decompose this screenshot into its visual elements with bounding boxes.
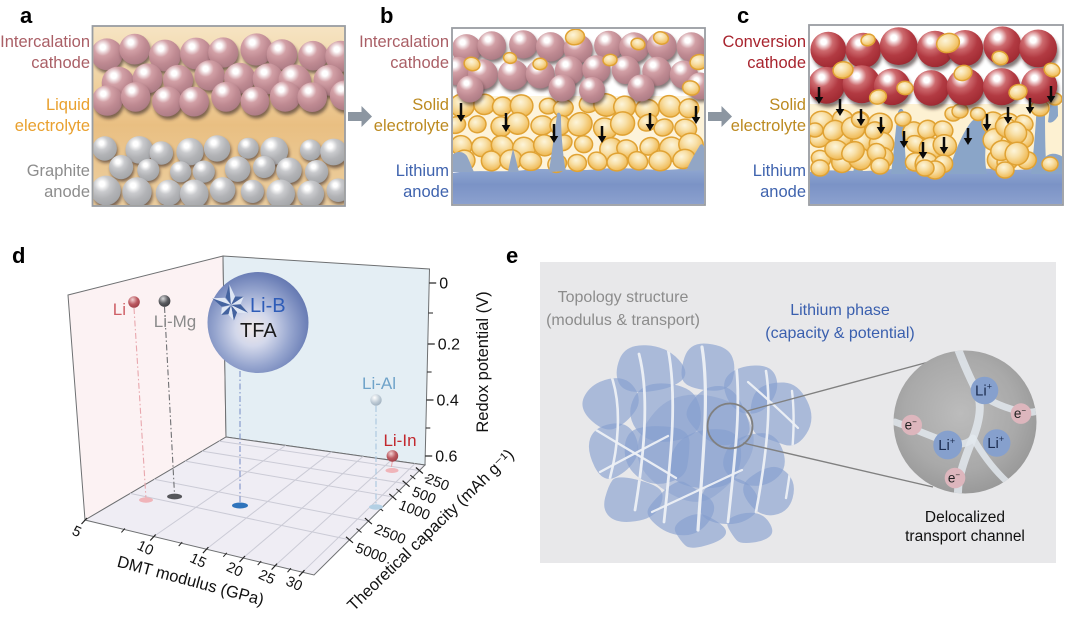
svg-text:anode: anode <box>403 183 449 201</box>
svg-text:Intercalation: Intercalation <box>0 33 90 51</box>
svg-text:electrolyte: electrolyte <box>374 117 449 135</box>
svg-text:Topology structure: Topology structure <box>558 289 689 306</box>
svg-text:c: c <box>737 3 749 28</box>
svg-text:b: b <box>380 3 393 28</box>
svg-text:Li-B: Li-B <box>250 295 286 317</box>
svg-text:anode: anode <box>760 183 806 201</box>
svg-text:anode: anode <box>44 183 90 201</box>
svg-text:25: 25 <box>256 567 277 588</box>
svg-text:Li-Mg: Li-Mg <box>154 312 197 331</box>
svg-text:electrolyte: electrolyte <box>15 117 90 135</box>
svg-text:Lithium phase: Lithium phase <box>790 302 890 319</box>
svg-text:Lithium: Lithium <box>396 162 449 180</box>
svg-text:Delocalized: Delocalized <box>925 509 1005 526</box>
svg-text:0.6: 0.6 <box>435 449 457 466</box>
svg-text:0: 0 <box>439 276 448 293</box>
svg-text:transport channel: transport channel <box>905 528 1025 545</box>
svg-text:(capacity & potential): (capacity & potential) <box>765 325 914 342</box>
svg-text:20: 20 <box>224 559 245 580</box>
svg-text:30: 30 <box>283 574 304 595</box>
svg-text:0.2: 0.2 <box>438 337 460 354</box>
svg-text:0.4: 0.4 <box>437 393 459 410</box>
svg-text:cathode: cathode <box>747 54 806 72</box>
svg-text:d: d <box>12 243 25 268</box>
svg-text:cathode: cathode <box>390 54 449 72</box>
svg-text:Li-Al: Li-Al <box>362 374 396 393</box>
svg-text:Solid: Solid <box>412 96 449 114</box>
svg-text:cathode: cathode <box>31 54 90 72</box>
svg-text:electrolyte: electrolyte <box>731 117 806 135</box>
svg-text:Solid: Solid <box>769 96 806 114</box>
svg-text:Li-In: Li-In <box>383 431 416 450</box>
svg-text:a: a <box>20 3 33 28</box>
svg-text:10: 10 <box>134 538 155 559</box>
svg-text:Li: Li <box>113 300 126 319</box>
svg-text:Conversion: Conversion <box>723 33 806 51</box>
svg-text:Lithium: Lithium <box>753 162 806 180</box>
svg-text:(modulus & transport): (modulus & transport) <box>546 312 700 329</box>
svg-text:e: e <box>506 243 518 268</box>
svg-text:Liquid: Liquid <box>46 96 90 114</box>
svg-text:TFA: TFA <box>240 320 277 342</box>
svg-text:Redox potential (V): Redox potential (V) <box>474 291 492 432</box>
svg-text:Graphite: Graphite <box>27 162 90 180</box>
svg-text:Intercalation: Intercalation <box>359 33 449 51</box>
svg-text:15: 15 <box>187 551 208 572</box>
